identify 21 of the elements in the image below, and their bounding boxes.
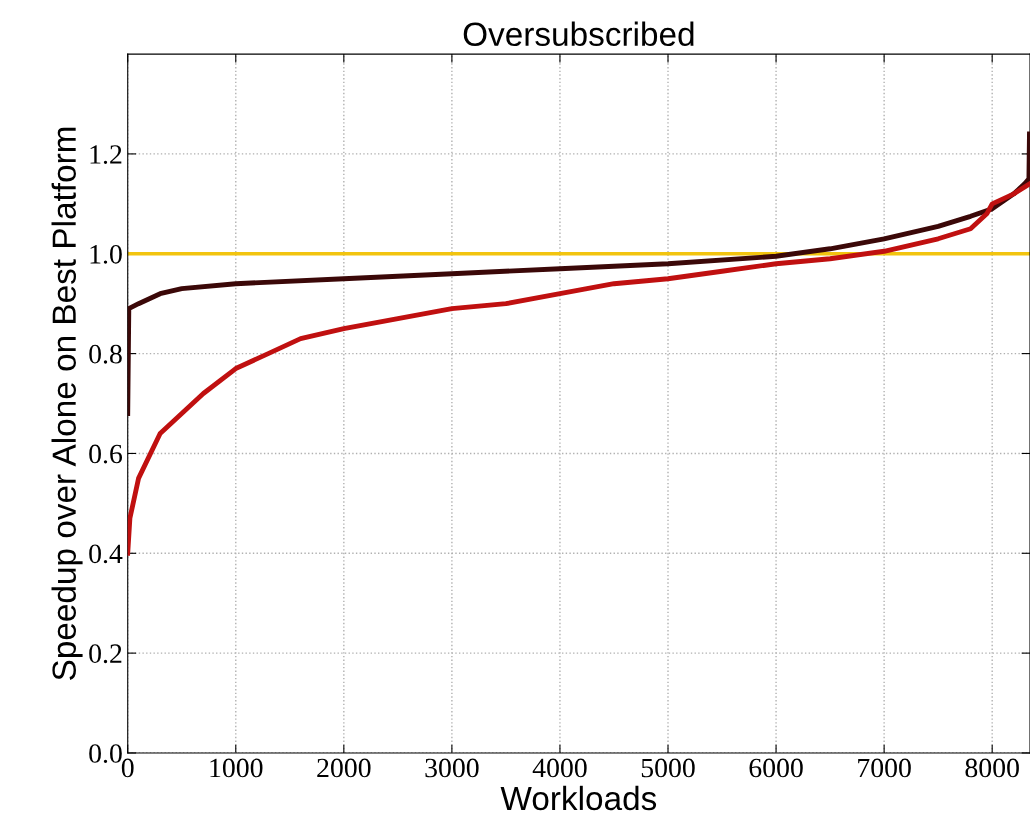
x-tick-label: 2000 <box>317 758 371 778</box>
x-tick-label: 6000 <box>749 758 803 778</box>
y-tick-label: 0.8 <box>89 344 122 364</box>
x-tick-label: 7000 <box>858 758 911 778</box>
y-tick-label: 0.6 <box>89 444 123 464</box>
x-tick-label: 0 <box>121 758 134 778</box>
y-axis-title: Speedup over Alone on Best Platform <box>51 127 83 680</box>
line-series <box>127 131 1030 416</box>
y-tick-label: 0.4 <box>89 544 123 564</box>
x-tick-label: 8000 <box>965 758 1019 778</box>
y-tick-label: 0.2 <box>89 644 122 664</box>
x-axis-title: Workloads <box>500 785 657 811</box>
x-tick-label: 3000 <box>425 758 479 778</box>
x-tick-label: 5000 <box>641 758 695 778</box>
chart-title: Oversubscribed <box>463 21 694 47</box>
x-tick-label: 1000 <box>210 758 263 778</box>
y-tick-label: 1.0 <box>90 244 122 264</box>
y-tick-label: 1.2 <box>90 145 122 164</box>
y-tick-label: 0.0 <box>89 744 122 763</box>
line-series <box>127 181 1030 556</box>
x-tick-label: 4000 <box>532 758 587 778</box>
